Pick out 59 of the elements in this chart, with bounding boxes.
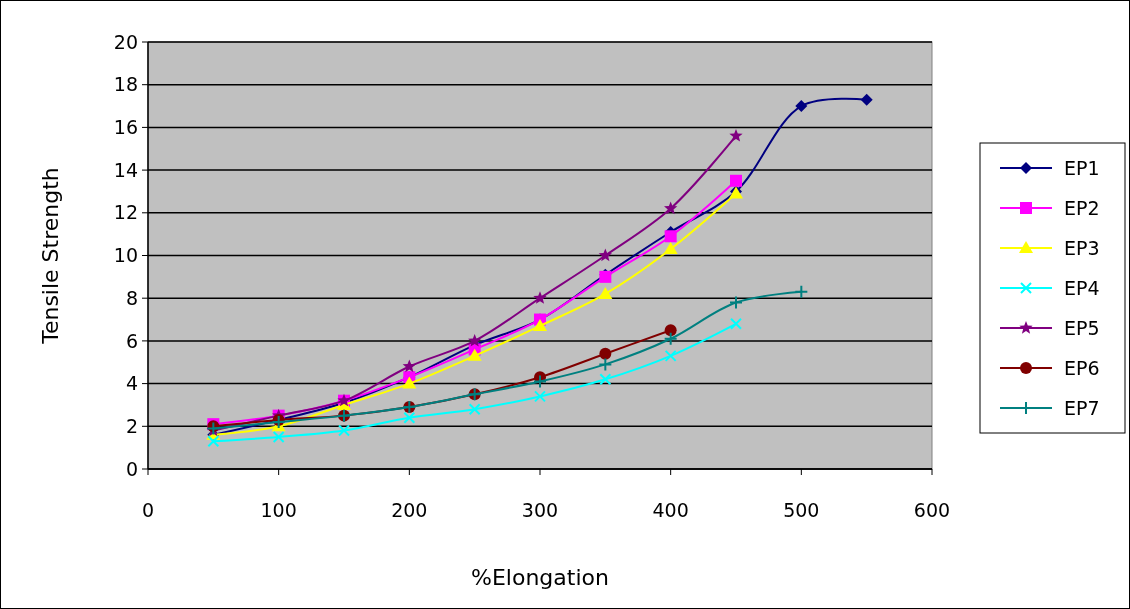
point — [794, 284, 809, 299]
x-tick-label: 500 — [783, 499, 820, 521]
point — [533, 291, 547, 304]
point — [599, 347, 612, 360]
y-tick-label: 10 — [113, 244, 138, 267]
x-tick-label: 300 — [521, 499, 559, 521]
point — [795, 100, 808, 113]
y-tick-label: 8 — [125, 286, 138, 309]
point — [468, 333, 482, 347]
point — [402, 376, 417, 389]
legend-label: EP4 — [1064, 276, 1100, 299]
point — [403, 411, 416, 424]
point — [598, 248, 612, 262]
point — [467, 348, 482, 361]
legend-label: EP5 — [1064, 316, 1100, 339]
point — [729, 295, 743, 310]
point — [664, 230, 677, 243]
y-tick-label: 18 — [113, 73, 138, 96]
point — [663, 331, 678, 346]
y-tick-label: 0 — [125, 457, 138, 480]
point — [663, 242, 678, 255]
point — [599, 373, 612, 386]
x-tick-label: 600 — [913, 499, 951, 521]
point — [271, 415, 286, 430]
point — [598, 286, 613, 299]
point — [207, 435, 220, 448]
y-tick-label: 2 — [125, 414, 138, 437]
point — [272, 430, 285, 443]
x-axis-title: %Elongation — [471, 565, 609, 590]
y-tick-label: 20 — [113, 30, 138, 53]
x-tick-label: 400 — [652, 499, 689, 521]
legend-label: EP7 — [1064, 396, 1100, 419]
point — [664, 201, 678, 215]
point — [533, 374, 547, 389]
legend-label: EP1 — [1064, 156, 1100, 179]
x-tick-label: 0 — [141, 499, 155, 521]
legend-label: EP6 — [1064, 356, 1100, 379]
point — [860, 93, 873, 106]
point — [338, 424, 350, 437]
point — [729, 128, 743, 142]
point — [533, 318, 547, 331]
point — [468, 403, 481, 416]
y-axis-title: Tensile Strength — [38, 167, 63, 345]
point — [730, 174, 742, 187]
point — [534, 390, 546, 403]
y-tick-label: 12 — [113, 201, 138, 224]
y-tick-label: 6 — [125, 329, 138, 352]
x-tick-label: 100 — [260, 499, 297, 521]
y-tick-label: 14 — [113, 158, 138, 181]
point — [598, 357, 613, 372]
y-tick-label: 4 — [125, 372, 138, 395]
point — [664, 324, 677, 337]
x-tick-label: 200 — [391, 499, 428, 521]
point — [664, 349, 677, 362]
y-tick-label: 16 — [113, 116, 138, 139]
point — [730, 317, 742, 330]
point — [402, 359, 416, 373]
legend-label: EP3 — [1064, 236, 1100, 259]
legend-label: EP2 — [1064, 196, 1100, 219]
